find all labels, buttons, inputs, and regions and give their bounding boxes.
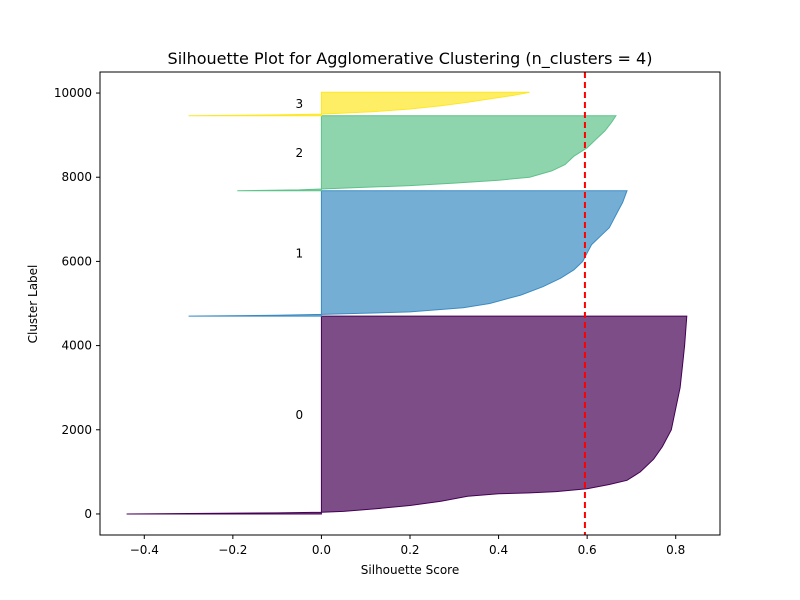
y-tick-label: 10000	[54, 86, 92, 100]
cluster-2-label: 2	[295, 146, 303, 160]
y-axis-ticks: 0 2000 4000 6000 8000 10000	[54, 86, 100, 521]
y-tick-label: 2000	[61, 423, 92, 437]
y-tick-label: 8000	[61, 170, 92, 184]
x-tick-label: −0.4	[130, 543, 159, 557]
x-axis-label: Silhouette Score	[361, 563, 459, 577]
cluster-3-area	[188, 91, 530, 117]
x-tick-label: 0.8	[666, 543, 685, 557]
cluster-2-area	[237, 115, 617, 192]
x-tick-label: −0.2	[218, 543, 247, 557]
x-axis-ticks: −0.4 −0.2 0.0 0.2 0.4 0.6 0.8	[130, 535, 685, 557]
chart-title: Silhouette Plot for Agglomerative Cluste…	[168, 49, 653, 69]
x-tick-label: 0.0	[312, 543, 331, 557]
y-axis-label: Cluster Label	[26, 265, 40, 344]
y-tick-label: 0	[84, 507, 92, 521]
y-tick-label: 4000	[61, 339, 92, 353]
x-tick-label: 0.4	[489, 543, 508, 557]
cluster-1-area	[188, 190, 628, 317]
cluster-1-label: 1	[295, 246, 303, 260]
cluster-labels: 0 1 2 3	[295, 97, 303, 422]
x-tick-label: 0.6	[578, 543, 597, 557]
cluster-0-area	[126, 315, 688, 515]
cluster-3-label: 3	[295, 97, 303, 111]
cluster-0-label: 0	[295, 408, 303, 422]
y-tick-label: 6000	[61, 254, 92, 268]
cluster-areas	[126, 91, 688, 515]
x-tick-label: 0.2	[400, 543, 419, 557]
